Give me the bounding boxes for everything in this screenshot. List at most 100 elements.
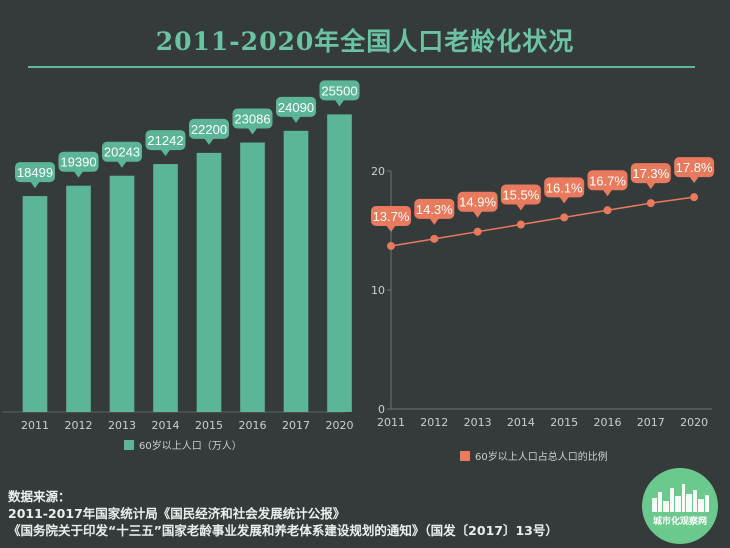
line-data-label-box	[414, 198, 455, 219]
bar-data-label-pointer	[247, 127, 258, 135]
bar-x-tick-label: 2017	[282, 419, 310, 432]
line-data-label-pointer	[645, 182, 656, 190]
bar-data-label-text: 19390	[60, 155, 96, 170]
title-divider	[28, 66, 695, 68]
line-data-label-box	[544, 177, 585, 198]
line-data-label-text: 17.8%	[676, 160, 713, 175]
line-y-tick-label: 20	[371, 165, 385, 178]
bar-data-label: 21242	[145, 130, 186, 157]
line-data-label-pointer	[602, 189, 613, 197]
bar	[327, 114, 352, 413]
line-data-label-box	[457, 191, 498, 212]
bar-data-label-text: 22200	[191, 122, 227, 137]
line-x-tick-label: 2012	[420, 416, 448, 429]
line-data-label-pointer	[429, 217, 440, 225]
bar-data-label-pointer	[160, 149, 171, 157]
logo-text: 城市化观察网	[652, 517, 707, 527]
line-x-tick-label: 2016	[594, 416, 622, 429]
source-line-2: 《国务院关于印发“十三五”国家老龄事业发展和养老体系建设规划的通知》（国发〔20…	[8, 523, 558, 538]
bar-data-label: 22200	[189, 118, 229, 145]
line-point	[473, 227, 482, 236]
bar-data-label: 25500	[319, 80, 360, 107]
line-data-label-pointer	[472, 210, 483, 218]
data-source: 数据来源： 2011-2017年国家统计局《国民经济和社会发展统计公报》 《国务…	[8, 488, 558, 539]
line-y-tick-label: 10	[371, 284, 385, 297]
bar-data-label: 20243	[102, 141, 142, 168]
bar	[109, 175, 135, 412]
line-data-label-text: 16.1%	[546, 180, 583, 195]
bar-data-label-text: 18499	[17, 165, 53, 180]
site-logo: 城市化观察网	[642, 468, 718, 544]
bar-data-label-box	[276, 96, 316, 117]
bar-x-tick-label: 2020	[326, 419, 354, 432]
bar-data-label-box	[15, 162, 55, 183]
line-data-label-pointer	[559, 196, 570, 204]
bar-data-label-text: 23086	[234, 112, 270, 127]
bar-data-label-box	[58, 151, 99, 172]
line-x-tick-label: 2011	[377, 416, 405, 429]
line-data-label-box	[371, 205, 411, 226]
line-data-label-pointer	[386, 224, 396, 232]
line-x-tick-label: 2017	[637, 416, 665, 429]
bar-x-tick-label: 2014	[152, 419, 180, 432]
line-data-label-box	[674, 157, 715, 178]
bar-data-label: 18499	[15, 162, 55, 189]
line-legend-label: 60岁以上人口占总人口的比例	[475, 450, 608, 463]
line-data-label-box	[630, 163, 671, 184]
line-y-tick-label: 0	[378, 403, 385, 416]
line-x-tick-label: 2013	[464, 416, 492, 429]
bar-x-tick-label: 2012	[65, 419, 93, 432]
bar-legend-label: 60岁以上人口（万人）	[139, 439, 242, 452]
line-data-label: 16.7%	[587, 170, 628, 197]
bar-data-label-pointer	[204, 137, 214, 145]
line-data-label-box	[587, 170, 628, 191]
line-point	[516, 220, 525, 229]
bar-data-label: 24090	[276, 96, 316, 123]
city-skyline-icon	[652, 484, 709, 512]
line-x-tick-label: 2014	[507, 416, 535, 429]
bar-data-label-pointer	[30, 181, 40, 189]
line-data-label-pointer	[689, 176, 700, 184]
bar-data-label-text: 25500	[321, 83, 357, 98]
line-x-tick-label: 2020	[680, 416, 708, 429]
bar	[240, 142, 265, 412]
line-data-label: 13.7%	[371, 205, 411, 232]
bar-data-label-text: 21242	[147, 133, 183, 148]
line-data-label: 14.3%	[414, 198, 455, 225]
line-data-label-text: 13.7%	[373, 209, 410, 224]
bar-data-label-box	[189, 118, 229, 139]
line-point	[603, 206, 612, 215]
bar-data-label-box	[319, 80, 360, 101]
line-data-label-box	[500, 184, 541, 205]
line-data-label-text: 15.5%	[502, 188, 539, 203]
line-point	[387, 241, 395, 250]
line-data-label-text: 16.7%	[589, 173, 626, 188]
line-legend-swatch	[460, 451, 470, 461]
line-data-label: 14.9%	[457, 191, 498, 218]
line-x-tick-label: 2015	[550, 416, 578, 429]
bar	[283, 130, 309, 412]
line-point	[646, 199, 655, 208]
line-data-label: 16.1%	[544, 177, 585, 204]
bar-x-tick-label: 2016	[239, 419, 267, 432]
bar-data-label-pointer	[334, 99, 345, 107]
line-point	[690, 193, 699, 202]
bar	[66, 185, 91, 412]
line-data-label: 17.8%	[674, 157, 715, 184]
bar-data-label-text: 24090	[278, 100, 314, 115]
bar-data-label-box	[232, 108, 273, 129]
bar-data-label-box	[102, 141, 142, 162]
line-data-label: 15.5%	[500, 184, 541, 211]
bar	[22, 196, 48, 412]
bar	[153, 164, 178, 412]
line-data-label-pointer	[515, 203, 526, 211]
bar-data-label-pointer	[73, 170, 84, 178]
bar-legend-swatch	[124, 440, 134, 450]
bar-x-tick-label: 2015	[195, 419, 223, 432]
bar-data-label: 23086	[232, 108, 273, 135]
line-point	[430, 234, 439, 243]
line-data-label-text: 14.3%	[416, 202, 453, 217]
line-point	[560, 213, 569, 222]
line-series	[390, 196, 695, 247]
